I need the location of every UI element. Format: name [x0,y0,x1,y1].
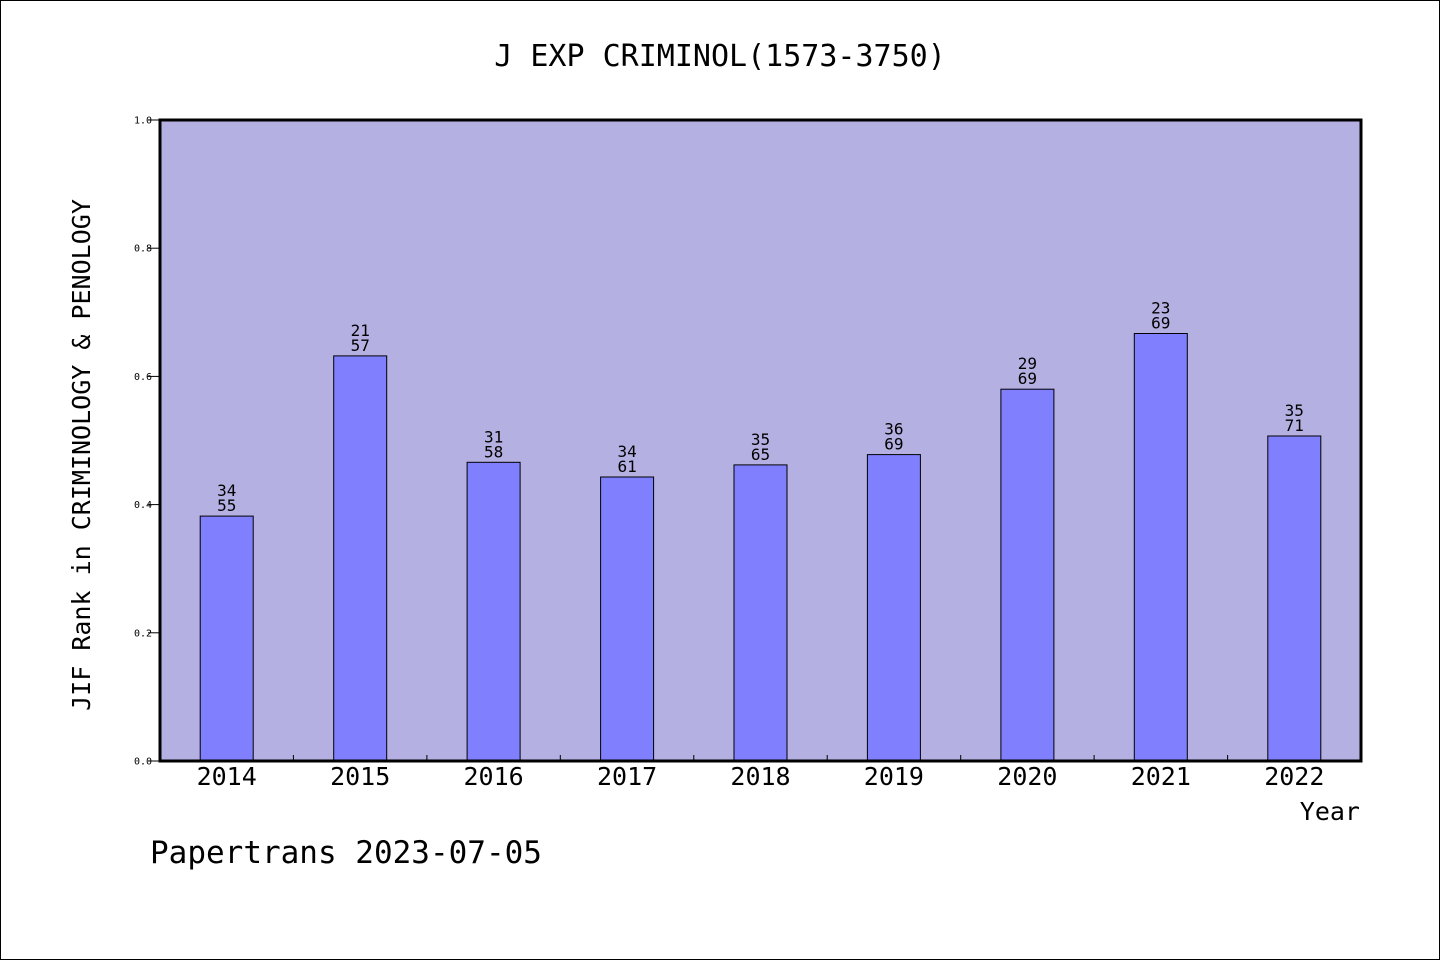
y-tick-label: 0.4 [134,500,152,511]
bar-label-rank: 31 [484,427,503,446]
bar-label-rank: 21 [351,321,370,340]
x-tick-label: 2022 [1264,762,1324,791]
x-tick-label: 2014 [197,762,257,791]
bar-label-total: 69 [1151,314,1170,333]
bar-2015 [333,355,388,762]
bar-2014 [199,515,254,762]
bar-label-rank: 34 [217,481,236,500]
bar-label-rank: 23 [1151,299,1170,318]
x-tick-label: 2021 [1131,762,1191,791]
bar-label-total: 69 [884,435,903,454]
x-tick-label: 2017 [597,762,657,791]
y-tick-label: 0.6 [134,372,152,383]
bar-2016 [466,461,521,762]
x-tick-label: 2015 [330,762,390,791]
bar-label-total: 57 [351,336,370,355]
y-tick-label: 0.2 [134,628,152,639]
bar-2021 [1133,333,1188,762]
y-axis: 0.0 0.2 0.4 0.6 0.8 1.0 [134,116,160,768]
x-axis-label: Year [1300,797,1360,826]
bar-label-rank: 35 [1285,401,1304,420]
y-axis-label: JIF Rank in CRIMINOLOGY & PENOLOGY [67,199,96,711]
bar-2017 [600,476,655,762]
bar-2018 [733,464,788,762]
bar-label-total: 71 [1285,416,1304,435]
bar-2019 [866,454,921,762]
y-tick-label: 0.8 [134,244,152,255]
x-tick-label: 2020 [997,762,1057,791]
bar-label-rank: 36 [884,420,903,439]
bar-label-total: 69 [1018,369,1037,388]
bar-label-total: 61 [617,457,636,476]
bar-2022 [1267,435,1322,762]
y-tick-label: 0.0 [134,757,152,768]
x-tick-label: 2019 [864,762,924,791]
x-axis: 2014 2015 2016 2017 2018 2019 2020 2021 2022 [197,755,1324,791]
source-footer: Papertrans 2023-07-05 [150,835,542,871]
bar-label-rank: 35 [751,430,770,449]
bar-label-total: 55 [217,496,236,515]
chart-title: J EXP CRIMINOL(1573-3750) [494,39,946,74]
x-tick-label: 2016 [463,762,523,791]
bar-label-total: 65 [751,445,770,464]
bar-2020 [1000,388,1055,762]
plot-border [158,118,1363,763]
x-tick-label: 2018 [730,762,790,791]
bar-label-rank: 29 [1018,354,1037,373]
bar-label-total: 58 [484,442,503,461]
y-tick-label: 1.0 [134,116,152,127]
bar-label-rank: 34 [617,442,636,461]
